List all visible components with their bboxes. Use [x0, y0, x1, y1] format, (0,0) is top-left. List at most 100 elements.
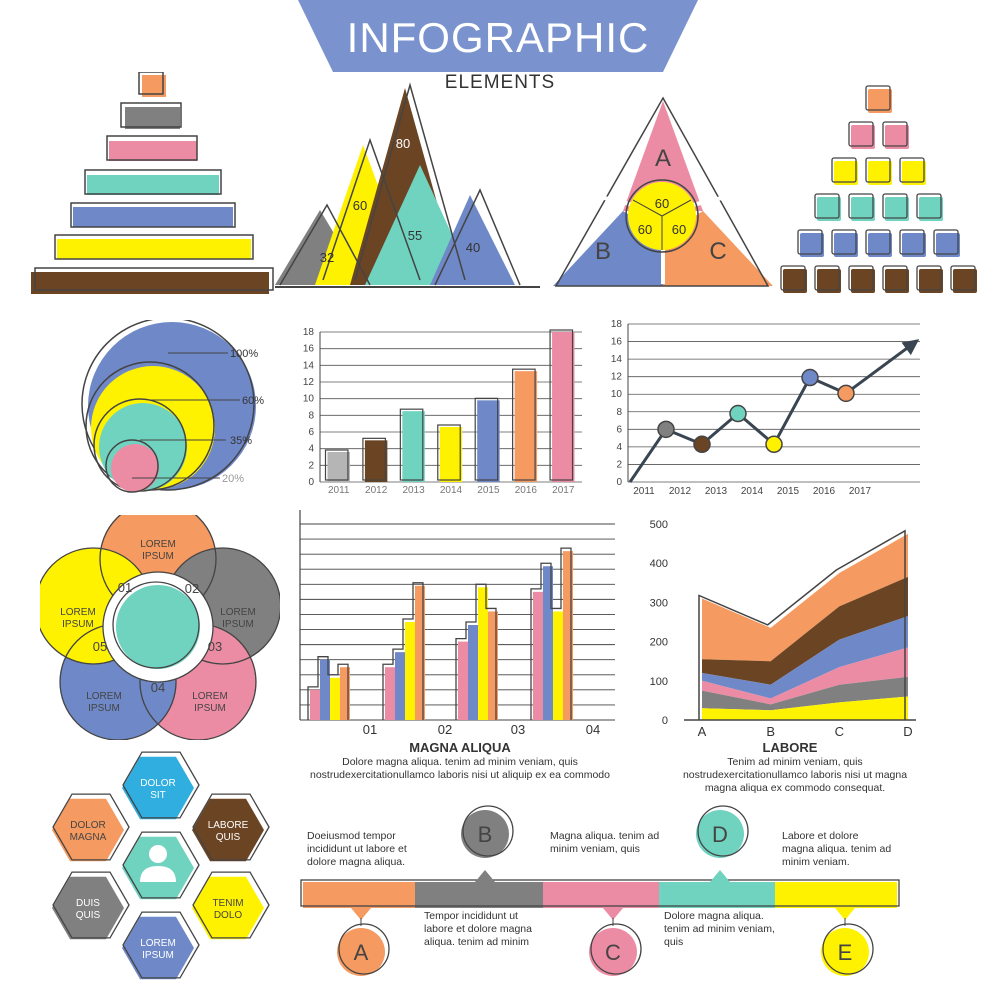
- bar-04-s1: [533, 591, 543, 720]
- area-series-1: [702, 696, 908, 720]
- flower-num: 05: [93, 639, 107, 654]
- y-tick-label: 0: [308, 477, 314, 488]
- timeline-node-outline: [822, 923, 874, 975]
- hexagon-1: [122, 756, 194, 820]
- x-tick-label: 03: [511, 722, 525, 737]
- hexagon-label: DOLOR SIT: [140, 778, 176, 801]
- triangle-label-b: B: [595, 238, 611, 265]
- y-tick-label: 500: [650, 519, 668, 531]
- flower-label: LOREM IPSUM: [86, 691, 122, 714]
- y-tick-label: 16: [303, 344, 315, 355]
- x-tick-label: D: [903, 724, 912, 739]
- area-series-3: [702, 647, 908, 705]
- square-block: [936, 233, 960, 257]
- hexagon-label: LOREM IPSUM: [140, 938, 176, 961]
- y-tick-label: 400: [650, 558, 668, 570]
- bar-group-outline: [382, 582, 424, 720]
- bar-2011: [327, 452, 350, 482]
- hexagon-outline: [192, 871, 270, 939]
- timeline-text-d: Dolore magna aliqua. tenim ad minim veni…: [664, 910, 775, 948]
- timeline-pointer: [351, 908, 371, 920]
- magna-caption-body: Dolore magna aliqua. tenim ad minim veni…: [310, 756, 610, 781]
- timeline-node-outline: [697, 805, 749, 857]
- square-block: [919, 269, 943, 293]
- y-tick-label: 10: [611, 389, 623, 400]
- square-outline: [814, 193, 840, 219]
- flower-num: 01: [118, 580, 132, 595]
- y-tick-label: 100: [650, 676, 668, 688]
- bar-outline: [437, 424, 461, 481]
- x-tick-label: 01: [363, 722, 377, 737]
- x-tick-label: 2011: [633, 486, 655, 497]
- x-tick-label: 2013: [402, 485, 425, 496]
- bar-03-s2: [468, 625, 478, 720]
- bar-02-s2: [395, 652, 405, 720]
- mountain-value-4: 55: [408, 228, 422, 243]
- timeline-segment-3: [543, 882, 659, 908]
- bar-group-outline: [455, 583, 497, 720]
- x-tick-label: B: [766, 724, 775, 739]
- hexagon-6: [122, 916, 194, 980]
- area-outline: [698, 529, 906, 720]
- bar-outline: [362, 437, 386, 481]
- bar-03-s1: [458, 641, 468, 720]
- triangle-label-c: C: [709, 238, 726, 265]
- square-block: [885, 197, 909, 221]
- hexagon-outline: [192, 793, 270, 861]
- timeline-text-b: Tempor incididunt ut labore et dolore ma…: [424, 910, 532, 948]
- y-tick-label: 2: [616, 459, 622, 470]
- bar-outline: [399, 408, 424, 481]
- magna-caption-title: MAGNA ALIQUA: [409, 740, 511, 755]
- y-tick-label: 10: [303, 394, 315, 405]
- flower-center: [116, 585, 200, 669]
- square-outline: [848, 121, 874, 147]
- flower-center-outline: [112, 581, 200, 669]
- hexagon-4: [52, 876, 124, 940]
- y-tick-label: 18: [303, 327, 315, 338]
- flower-diagram: 01 LOREM IPSUM 02 LOREM IPSUM 03 LOREM IPSUM 04 LO…: [40, 515, 280, 740]
- square-outline: [865, 157, 891, 183]
- bar-outline: [324, 449, 349, 481]
- square-block: [902, 161, 926, 185]
- hexagon-outline: [52, 793, 130, 861]
- x-tick-label: 2011: [328, 485, 350, 496]
- square-block: [953, 269, 977, 293]
- square-outline: [831, 157, 857, 183]
- square-outline: [916, 265, 942, 291]
- triangle-value-top: 60: [655, 196, 669, 211]
- bar-group-outline: [307, 656, 349, 720]
- timeline-node-outline: [338, 923, 390, 975]
- timeline-text-e: Labore et dolore magna aliqua. tenim ad …: [782, 830, 892, 868]
- circle-label-60: 60%: [242, 395, 264, 407]
- timeline-node-label: D: [712, 822, 728, 847]
- bar-02-s4: [415, 585, 425, 720]
- flower-label: LOREM IPSUM: [140, 539, 176, 562]
- bar-outline: [474, 397, 499, 481]
- bar-2016: [514, 371, 538, 482]
- timeline-node-label: E: [838, 940, 853, 965]
- x-tick-label: 02: [438, 722, 452, 737]
- pyramid-level-3: [106, 135, 198, 161]
- triangle-value-right: 60: [672, 222, 686, 237]
- timeline-node-E: [821, 928, 869, 976]
- bar-04-s2: [543, 566, 553, 720]
- square-block: [834, 161, 858, 185]
- stacked-pyramid: [31, 72, 274, 294]
- timeline-node-C: [589, 928, 637, 976]
- square-block: [868, 161, 892, 185]
- bar-01-s2: [320, 659, 330, 720]
- square-block: [868, 233, 892, 257]
- area-series-2: [702, 676, 908, 711]
- timeline-pointer: [603, 908, 623, 920]
- x-tick-label: 2014: [741, 486, 764, 497]
- timeline-segment-5: [775, 882, 897, 908]
- timeline-segment-1: [303, 882, 415, 908]
- title-banner: INFOGRAPHIC: [298, 0, 698, 72]
- pyramid-level-5: [70, 202, 236, 228]
- triangle-chart: A B C 60 60 60: [553, 96, 773, 287]
- bar-chart-yearly: 0 2 4 6 8 10 12 14 16 18 2011 2012 2013 2014 2015 2016 2…: [303, 327, 582, 496]
- pyramid-level-7: [31, 267, 274, 294]
- square-outline: [916, 193, 942, 219]
- data-point-2012: [657, 420, 675, 439]
- y-tick-label: 18: [611, 319, 623, 330]
